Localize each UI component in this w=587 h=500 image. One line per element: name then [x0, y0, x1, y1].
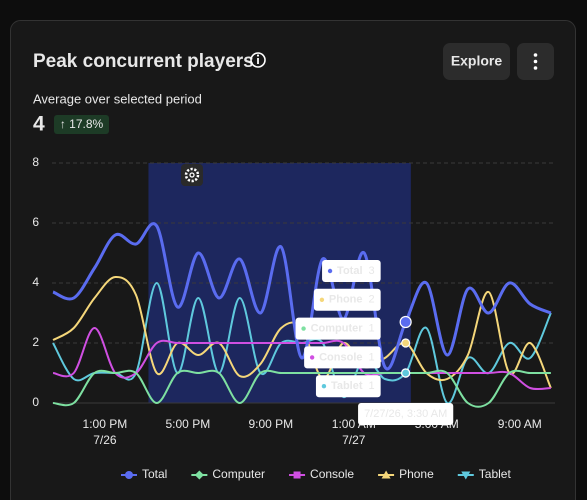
explore-label[interactable]: Explore [451, 53, 503, 69]
tooltip-item: 1 Console [304, 346, 381, 369]
tooltip-item: 1 Computer [295, 317, 381, 340]
tooltip-name: Console [319, 351, 362, 363]
legend-item[interactable]: Phone [378, 467, 434, 481]
y-tick-label: 2 [32, 335, 39, 349]
legend-marker [125, 471, 133, 479]
average-value: 4 [33, 113, 45, 136]
y-tick-label: 4 [32, 275, 39, 289]
tooltip-dot [301, 326, 306, 331]
change-label: ↑ 17.8% [60, 117, 104, 131]
tooltip-value: 3 [369, 265, 375, 277]
settings-gear [184, 167, 200, 183]
tooltip-box [295, 317, 381, 340]
tooltip-name: Total [337, 265, 362, 277]
settings-bg [181, 164, 203, 186]
change-badge [54, 115, 109, 134]
series-line [52, 369, 551, 408]
tooltip-name: Tablet [331, 380, 363, 392]
x-tick-label: 1:00 PM [83, 417, 128, 431]
menu-button[interactable] [517, 43, 554, 80]
tooltip-name: Computer [311, 323, 364, 335]
hover-dot [401, 338, 411, 348]
tooltip-dot [319, 297, 325, 302]
legend-item[interactable]: Tablet [457, 467, 512, 481]
legend-marker [381, 470, 391, 479]
hover-dot [399, 315, 412, 329]
hover-time-box [358, 403, 454, 425]
hover-time: 7/27/26, 3:30 AM [364, 408, 447, 420]
legend-item[interactable]: Total [121, 467, 167, 481]
x-date-label: 7/26 [93, 433, 117, 447]
x-date-label: 7/27 [342, 433, 366, 447]
legend-label: Phone [399, 467, 434, 481]
tooltip-item: 1 Tablet [315, 375, 381, 398]
y-tick-label: 0 [32, 395, 39, 409]
legend-label: Total [142, 467, 167, 481]
tooltip-dot [327, 268, 333, 274]
y-tick-label: 8 [32, 155, 39, 169]
series-line [52, 282, 552, 405]
x-tick-label: 9:00 AM [498, 417, 542, 431]
x-tick-label: 5:00 PM [166, 417, 211, 431]
legend-label: Console [310, 467, 354, 481]
x-tick-label: 9:00 PM [248, 417, 293, 431]
info-icon[interactable] [250, 52, 266, 68]
legend-marker [194, 470, 204, 480]
tooltip-box [315, 375, 381, 398]
tooltip-dot [309, 355, 315, 360]
tooltip-value: 2 [369, 294, 375, 306]
settings-icon[interactable] [181, 164, 203, 186]
tooltip-box [322, 260, 381, 282]
legend-marker [293, 471, 301, 479]
legend-label: Computer [212, 467, 265, 481]
tooltip-name: Phone [329, 294, 363, 306]
legend-item[interactable]: Computer [191, 467, 265, 481]
hover-dot [401, 368, 411, 378]
tooltip-box [304, 346, 381, 369]
tooltip-box [313, 288, 381, 311]
tooltip-value: 1 [369, 380, 375, 392]
tooltip-dot [321, 384, 327, 389]
subtitle: Average over selected period [33, 91, 202, 106]
settings-hub [189, 172, 195, 178]
y-tick-label: 6 [32, 215, 39, 229]
legend-item[interactable]: Console [289, 467, 354, 481]
title: Peak concurrent players [33, 51, 254, 72]
explore-button[interactable]: Explore [443, 43, 510, 80]
legend-marker [461, 471, 471, 480]
tooltip-value: 1 [369, 351, 375, 363]
tooltip-item: 3 Total [322, 260, 381, 282]
tooltip-value: 1 [369, 323, 375, 335]
legend-label: Tablet [479, 467, 512, 481]
tooltip-item: 2 Phone [313, 288, 381, 311]
